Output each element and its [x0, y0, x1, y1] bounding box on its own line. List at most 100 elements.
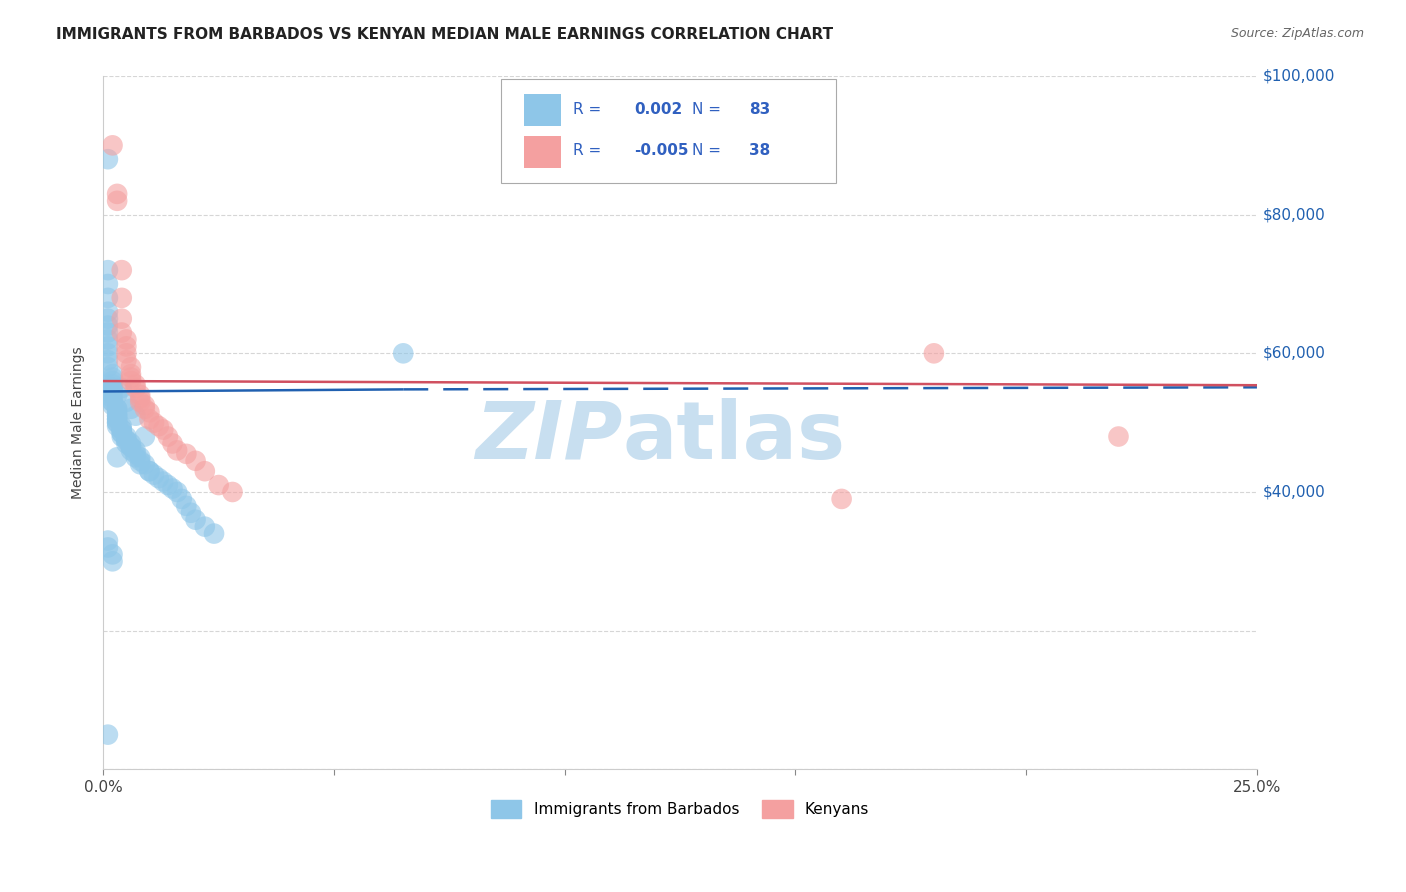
Point: [124, 443, 146, 458]
Point: [97, 346, 120, 360]
Point: [105, 388, 128, 402]
Point: [120, 367, 142, 381]
Point: [138, 464, 160, 478]
Point: [202, 526, 225, 541]
Point: [111, 381, 134, 395]
Point: [97, 533, 120, 548]
Point: [97, 291, 120, 305]
Point: [111, 425, 134, 440]
Text: R =: R =: [572, 144, 606, 159]
Point: [176, 447, 198, 461]
Point: [111, 311, 134, 326]
Point: [101, 548, 124, 562]
Text: 38: 38: [749, 144, 770, 159]
Point: [194, 519, 217, 533]
Point: [124, 377, 146, 392]
Point: [101, 377, 124, 392]
Point: [148, 419, 170, 434]
Point: [120, 443, 142, 458]
Point: [120, 360, 142, 375]
Point: [105, 409, 128, 423]
Point: [166, 485, 188, 500]
Point: [134, 457, 156, 471]
Text: $40,000: $40,000: [1263, 484, 1326, 500]
Text: IMMIGRANTS FROM BARBADOS VS KENYAN MEDIAN MALE EARNINGS CORRELATION CHART: IMMIGRANTS FROM BARBADOS VS KENYAN MEDIA…: [56, 27, 834, 42]
Text: $60,000: $60,000: [1263, 346, 1326, 361]
Point: [221, 485, 243, 500]
Point: [134, 398, 156, 412]
Point: [101, 381, 124, 395]
Text: R =: R =: [572, 102, 606, 117]
Point: [831, 491, 853, 506]
Point: [105, 194, 128, 208]
Point: [97, 277, 120, 291]
Point: [162, 436, 184, 450]
Text: $80,000: $80,000: [1263, 207, 1326, 222]
Point: [115, 395, 138, 409]
Point: [922, 346, 945, 360]
Point: [129, 450, 152, 465]
Point: [105, 416, 128, 430]
Point: [105, 409, 128, 423]
Point: [101, 395, 124, 409]
Y-axis label: Median Male Earnings: Median Male Earnings: [72, 346, 86, 499]
Point: [101, 388, 124, 402]
Point: [129, 454, 152, 468]
Point: [111, 429, 134, 443]
Point: [120, 370, 142, 384]
Text: 0.002: 0.002: [634, 102, 682, 117]
Point: [101, 381, 124, 395]
Point: [129, 395, 152, 409]
Point: [111, 291, 134, 305]
Point: [115, 353, 138, 368]
Point: [115, 429, 138, 443]
Point: [138, 405, 160, 419]
Point: [101, 392, 124, 406]
Point: [134, 429, 156, 443]
Point: [101, 384, 124, 399]
Text: N =: N =: [692, 102, 725, 117]
Point: [115, 339, 138, 353]
Point: [184, 513, 207, 527]
Point: [129, 457, 152, 471]
Point: [124, 381, 146, 395]
Point: [105, 401, 128, 416]
Point: [97, 541, 120, 555]
Point: [101, 367, 124, 381]
Point: [143, 467, 166, 482]
Point: [105, 186, 128, 201]
Point: [105, 405, 128, 419]
Point: [120, 440, 142, 454]
Point: [148, 471, 170, 485]
Point: [152, 423, 174, 437]
Text: Source: ZipAtlas.com: Source: ZipAtlas.com: [1230, 27, 1364, 40]
Text: $100,000: $100,000: [1263, 69, 1336, 84]
Point: [97, 304, 120, 318]
Point: [111, 423, 134, 437]
Point: [176, 499, 198, 513]
Point: [115, 433, 138, 447]
Point: [101, 554, 124, 568]
Point: [101, 374, 124, 388]
Point: [97, 333, 120, 347]
Point: [101, 395, 124, 409]
Point: [152, 475, 174, 489]
Point: [120, 401, 142, 416]
Point: [124, 450, 146, 465]
Point: [124, 409, 146, 423]
Point: [105, 419, 128, 434]
Text: ZIP: ZIP: [475, 398, 623, 475]
Point: [115, 433, 138, 447]
Point: [97, 360, 120, 375]
Point: [120, 374, 142, 388]
Point: [101, 398, 124, 412]
Point: [111, 263, 134, 277]
Text: N =: N =: [692, 144, 725, 159]
Point: [170, 491, 193, 506]
Point: [120, 440, 142, 454]
Point: [143, 416, 166, 430]
Point: [115, 436, 138, 450]
Point: [97, 152, 120, 166]
Point: [111, 425, 134, 440]
Point: [392, 346, 415, 360]
